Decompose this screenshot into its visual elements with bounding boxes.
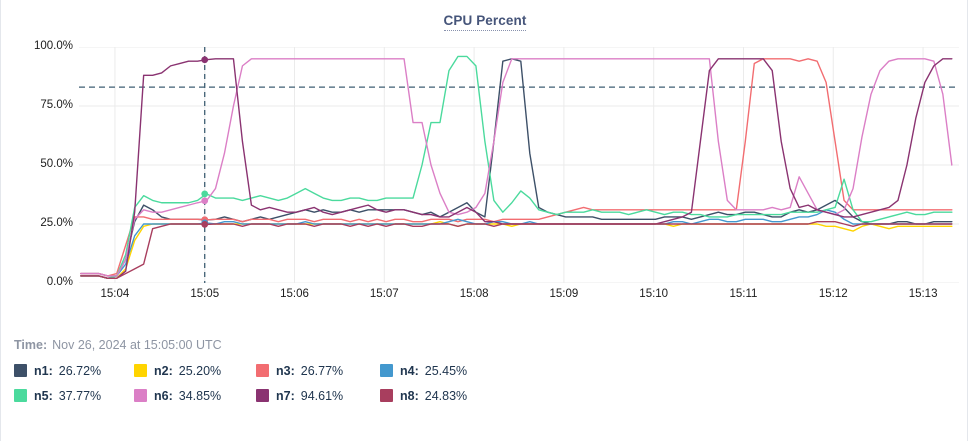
legend-series-name: n6: [154,389,173,403]
x-axis-ticks: 15:04 15:05 15:06 15:07 15:08 15:09 15:10 15:11… [79,288,959,308]
cursor-point-n5[interactable] [201,190,209,198]
readout-time-value: Nov 26, 2024 at 15:05:00 UTC [52,338,222,352]
series-line-n8 [80,220,953,279]
series-line-n3 [80,58,953,277]
legend-row: n5: 37.77% n6: 34.85% n7: 94.61% n8: 24.83% [14,388,958,404]
x-tick-label: 15:13 [908,288,938,300]
legend-series-name: n8: [400,389,419,403]
page-title: CPU Percent [443,13,527,31]
series-line-n6 [80,58,953,277]
x-tick-label: 15:07 [369,288,399,300]
legend-item-n6[interactable]: n6: 34.85% [134,388,256,404]
chart-readout: Time: Nov 26, 2024 at 15:05:00 UTC n1: 26.… [14,338,958,413]
x-tick-label: 15:09 [549,288,579,300]
series-line-n1 [80,58,953,277]
chart-canvas[interactable] [79,47,959,283]
y-tick-label: 50.0% [40,158,73,170]
legend-item-n2[interactable]: n2: 25.20% [134,363,256,379]
y-axis-ticks: 0.0% 25.0% 50.0% 75.0% 100.0% [1,40,73,287]
legend-item-n7[interactable]: n7: 94.61% [256,388,380,404]
chart-title-container: CPU Percent [1,12,968,31]
cursor-point-n7[interactable] [201,56,209,64]
legend-item-n3[interactable]: n3: 26.77% [256,363,380,379]
legend-series-name: n5: [34,389,53,403]
legend-color-swatch [256,389,269,402]
y-tick-label: 25.0% [40,217,73,229]
legend-color-swatch [134,364,147,377]
cursor-point-n6[interactable] [201,197,209,205]
x-tick-label: 15:12 [818,288,848,300]
legend-series-name: n4: [400,364,419,378]
legend-series-name: n1: [34,364,53,378]
legend-color-swatch [134,389,147,402]
legend-series-value: 25.45% [424,364,468,378]
series-line-n5 [80,55,953,279]
legend-series-value: 94.61% [300,389,344,403]
y-tick-label: 75.0% [40,99,73,111]
y-tick-label: 100.0% [33,40,73,52]
cursor-point-n8[interactable] [201,221,209,228]
y-tick-label: 0.0% [46,276,73,288]
legend-item-n8[interactable]: n8: 24.83% [380,388,467,404]
legend-series-value: 24.83% [424,389,468,403]
legend-series-value: 26.77% [300,364,344,378]
legend-item-n4[interactable]: n4: 25.45% [380,363,467,379]
legend-color-swatch [256,364,269,377]
x-tick-label: 15:04 [100,288,130,300]
legend-series-value: 34.85% [178,389,222,403]
legend-series-value: 37.77% [58,389,102,403]
x-tick-label: 15:08 [459,288,489,300]
legend-item-n5[interactable]: n5: 37.77% [14,388,134,404]
legend-series-name: n2: [154,364,173,378]
legend-row: n1: 26.72% n2: 25.20% n3: 26.77% n4: 25.45% [14,363,958,379]
plot-area[interactable] [79,47,959,283]
x-tick-label: 15:05 [190,288,220,300]
legend-series-value: 25.20% [178,364,222,378]
legend-color-swatch [380,389,393,402]
legend-series-name: n3: [276,364,295,378]
x-tick-label: 15:06 [280,288,309,300]
legend-series-name: n7: [276,389,295,403]
series-line-n2 [80,220,953,279]
series-line-n7 [80,58,953,279]
legend-color-swatch [14,389,27,402]
x-tick-label: 15:10 [639,288,669,300]
readout-time-row: Time: Nov 26, 2024 at 15:05:00 UTC [14,338,958,352]
legend-color-swatch [380,364,393,377]
legend-series-value: 26.72% [58,364,102,378]
legend: n1: 26.72% n2: 25.20% n3: 26.77% n4: 25.45% n5: 3… [14,363,958,404]
x-tick-label: 15:11 [729,288,758,300]
legend-color-swatch [14,364,27,377]
readout-time-label: Time: [14,338,48,352]
legend-item-n1[interactable]: n1: 26.72% [14,363,134,379]
